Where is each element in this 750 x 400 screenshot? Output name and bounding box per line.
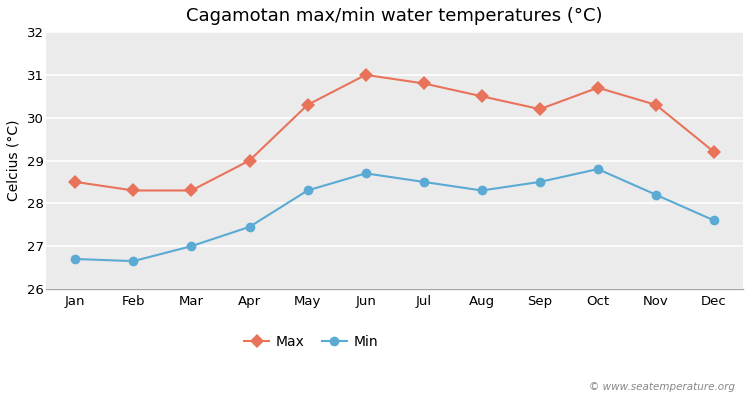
Max bbox=[70, 180, 80, 184]
Min bbox=[710, 218, 718, 223]
Line: Min: Min bbox=[70, 164, 719, 266]
Max bbox=[362, 72, 370, 77]
Max bbox=[303, 102, 312, 107]
Max bbox=[652, 102, 661, 107]
Line: Max: Max bbox=[70, 70, 719, 195]
Min bbox=[187, 244, 196, 248]
Max bbox=[245, 158, 254, 163]
Min bbox=[245, 224, 254, 229]
Min bbox=[70, 256, 80, 261]
Min bbox=[477, 188, 486, 193]
Text: © www.seatemperature.org: © www.seatemperature.org bbox=[589, 382, 735, 392]
Max bbox=[419, 81, 428, 86]
Title: Cagamotan max/min water temperatures (°C): Cagamotan max/min water temperatures (°C… bbox=[187, 7, 603, 25]
Max bbox=[187, 188, 196, 193]
Min bbox=[419, 180, 428, 184]
Min bbox=[652, 192, 661, 197]
Legend: Max, Min: Max, Min bbox=[238, 329, 384, 354]
Max bbox=[710, 150, 718, 154]
Max bbox=[536, 107, 544, 112]
Min bbox=[536, 180, 544, 184]
Min bbox=[593, 167, 602, 172]
Max bbox=[129, 188, 138, 193]
Min bbox=[303, 188, 312, 193]
Min bbox=[362, 171, 370, 176]
Y-axis label: Celcius (°C): Celcius (°C) bbox=[7, 120, 21, 201]
Max bbox=[477, 94, 486, 99]
Min bbox=[129, 259, 138, 264]
Max bbox=[593, 85, 602, 90]
